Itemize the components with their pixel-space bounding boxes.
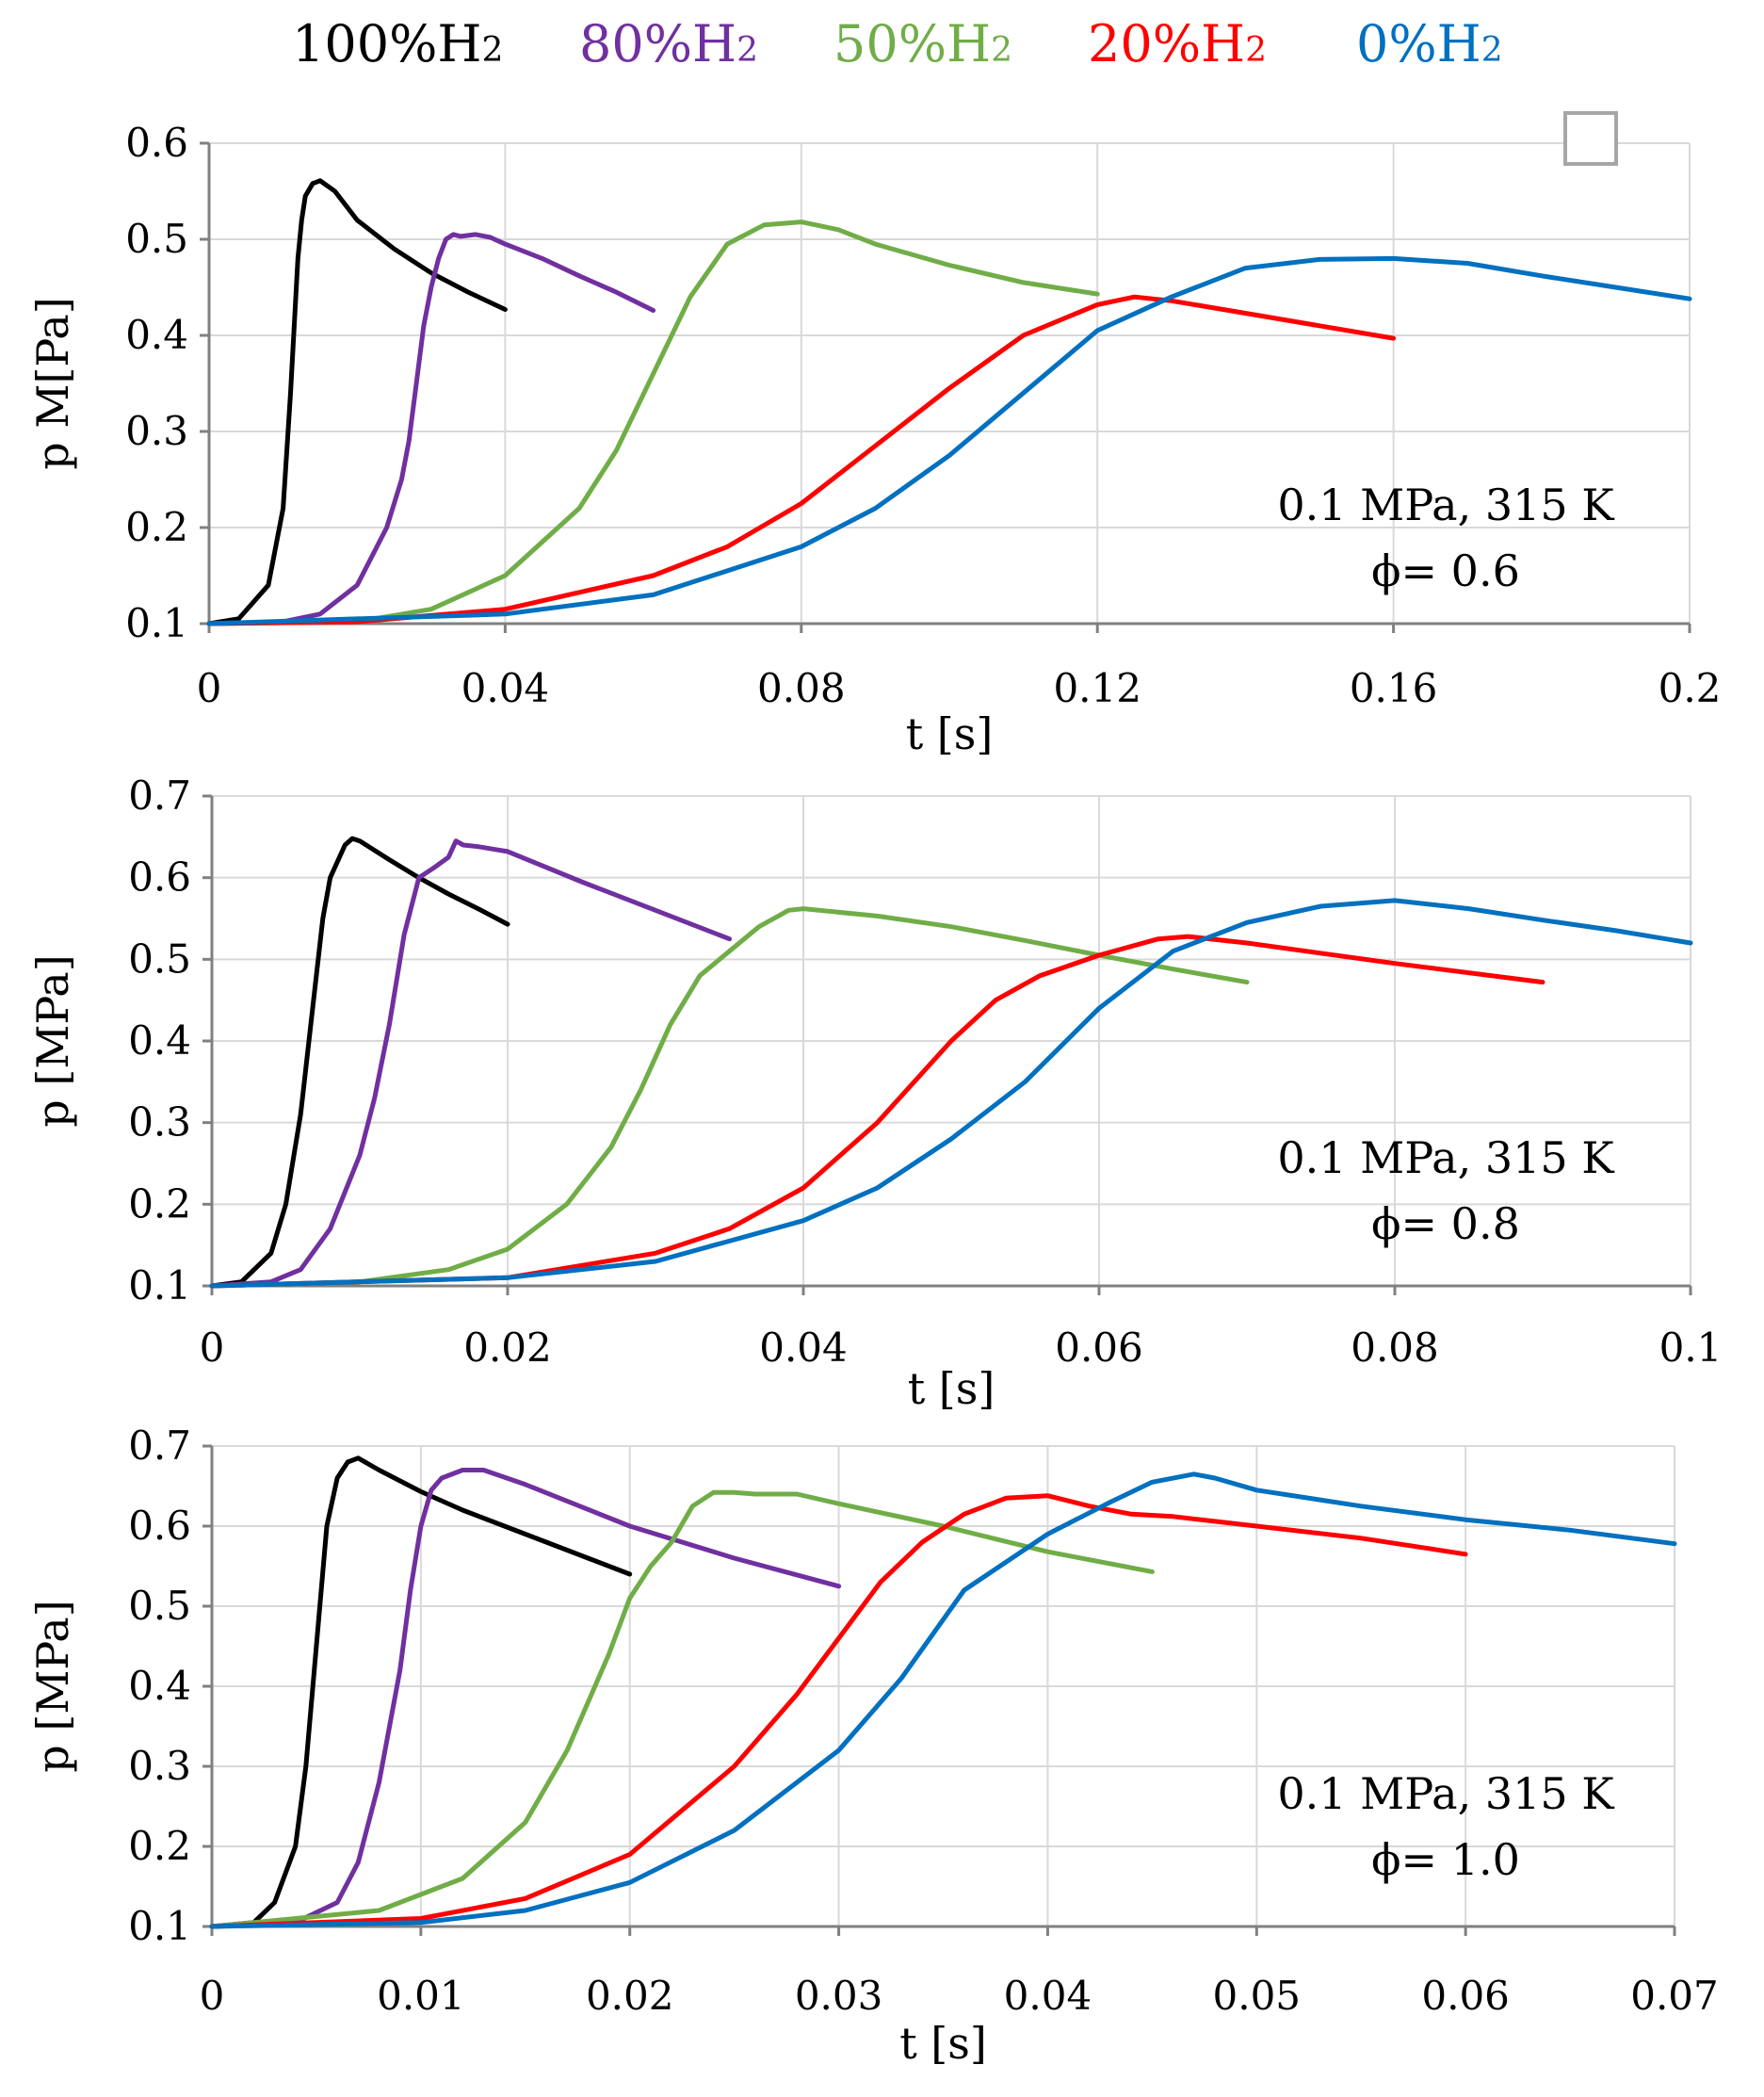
y-tick-label: 0.5 xyxy=(125,216,188,262)
legend-text-20-h2: 20%H xyxy=(1088,14,1246,73)
x-tick-label: 0.16 xyxy=(1350,665,1438,711)
legend-sub-0-h2: 2 xyxy=(1481,31,1503,70)
y-tick-label: 0.2 xyxy=(128,1823,191,1869)
x-tick-label: 0.04 xyxy=(461,665,550,711)
y-axis-label: p M[Pa] xyxy=(27,297,78,469)
phi-annotation: ϕ= 1.0 xyxy=(1371,1834,1520,1885)
x-axis-label: t [s] xyxy=(908,1363,995,1414)
series-line-50-h2 xyxy=(206,219,1100,626)
y-tick-label: 0.4 xyxy=(125,312,188,358)
y-tick-label: 0.7 xyxy=(128,772,191,819)
y-tick-label: 0.3 xyxy=(128,1099,191,1146)
legend-text-0-h2: 0%H xyxy=(1356,14,1481,73)
x-tick-label: 0.05 xyxy=(1213,1973,1302,2019)
series-line-100-h2 xyxy=(209,836,510,1289)
series-line-80-h2 xyxy=(206,232,656,626)
x-axis-label: t [s] xyxy=(899,2018,987,2069)
x-tick-label: 0.2 xyxy=(1659,665,1722,711)
y-tick-label: 0.2 xyxy=(125,504,188,550)
series-line-20-h2 xyxy=(209,1493,1468,1929)
x-axis-label: t [s] xyxy=(906,708,994,759)
panel-phi-0-6: 0.1 0.2 0.3 0.4 0.5 0.6 0 0.04 0.08 0.12 0.16 0.2 t … xyxy=(27,120,1721,759)
y-tick-label: 0.6 xyxy=(128,854,191,901)
x-tick-label: 0.12 xyxy=(1053,665,1141,711)
y-tick-label: 0.1 xyxy=(128,1903,191,1949)
y-axis-label: p [MPa] xyxy=(27,1600,78,1772)
legend-item-100-h2: 100%H2 xyxy=(292,11,503,84)
y-tick-label: 0.3 xyxy=(125,408,188,454)
x-tick-label: 0.07 xyxy=(1630,1973,1719,2019)
legend-sub-100-h2: 2 xyxy=(481,31,504,70)
condition-annotation: 0.1 MPa, 315 K xyxy=(1277,480,1615,530)
series-line-80-h2 xyxy=(209,838,732,1289)
legend-item-20-h2: 20%H2 xyxy=(1088,11,1267,84)
series-line-50-h2 xyxy=(209,1489,1155,1929)
phi-annotation: ϕ= 0.6 xyxy=(1371,545,1520,596)
series-line-20-h2 xyxy=(209,934,1546,1289)
checkbox-square xyxy=(1563,111,1618,166)
x-tick-label: 0.01 xyxy=(377,1973,465,2019)
legend: 100%H2 80%H2 50%H2 20%H2 0%H2 xyxy=(0,11,1764,77)
x-tick-label: 0.04 xyxy=(1004,1973,1092,2019)
panel-phi-0-8: 0.1 0.2 0.3 0.4 0.5 0.6 0.7 0 0.02 0.04 0.06 0.08 0.… xyxy=(27,772,1722,1414)
condition-annotation: 0.1 MPa, 315 K xyxy=(1277,1132,1615,1183)
legend-sub-20-h2: 2 xyxy=(1245,31,1268,70)
y-tick-label: 0.4 xyxy=(128,1663,191,1709)
x-tick-label: 0 xyxy=(200,1325,225,1371)
condition-annotation: 0.1 MPa, 315 K xyxy=(1277,1768,1615,1819)
series-line-50-h2 xyxy=(209,906,1250,1289)
phi-annotation: ϕ= 0.8 xyxy=(1371,1198,1520,1249)
x-tick-label: 0.06 xyxy=(1055,1325,1143,1371)
x-tick-label: 0.08 xyxy=(757,665,846,711)
y-tick-label: 0.2 xyxy=(128,1180,191,1227)
series-line-80-h2 xyxy=(209,1468,842,1929)
y-tick-label: 0.1 xyxy=(125,600,188,646)
series-line-100-h2 xyxy=(209,1455,633,1929)
legend-item-0-h2: 0%H2 xyxy=(1356,11,1503,84)
y-tick-label: 0.7 xyxy=(128,1422,191,1469)
y-tick-label: 0.6 xyxy=(128,1503,191,1549)
x-tick-label: 0.03 xyxy=(795,1973,883,2019)
y-tick-label: 0.6 xyxy=(125,120,188,166)
y-axis-label: p [MPa] xyxy=(27,954,78,1127)
x-tick-label: 0 xyxy=(197,665,222,711)
legend-item-80-h2: 80%H2 xyxy=(579,11,758,84)
x-tick-label: 0.1 xyxy=(1659,1325,1723,1371)
x-tick-label: 0.04 xyxy=(759,1325,848,1371)
x-tick-label: 0.06 xyxy=(1421,1973,1510,2019)
x-tick-label: 0 xyxy=(200,1973,225,2019)
legend-text-50-h2: 50%H xyxy=(833,14,992,73)
x-tick-label: 0.08 xyxy=(1351,1325,1439,1371)
x-tick-label: 0.02 xyxy=(586,1973,674,2019)
legend-item-50-h2: 50%H2 xyxy=(833,11,1012,84)
y-tick-label: 0.5 xyxy=(128,935,191,982)
series-line-0-h2 xyxy=(206,255,1692,626)
series-line-0-h2 xyxy=(209,1471,1677,1929)
legend-text-100-h2: 100%H xyxy=(292,14,482,73)
series-line-20-h2 xyxy=(206,294,1397,626)
legend-text-80-h2: 80%H xyxy=(579,14,737,73)
y-tick-label: 0.1 xyxy=(128,1262,191,1309)
y-tick-label: 0.4 xyxy=(128,1017,191,1064)
x-tick-label: 0.02 xyxy=(463,1325,552,1371)
legend-sub-50-h2: 2 xyxy=(991,31,1013,70)
legend-sub-80-h2: 2 xyxy=(736,31,759,70)
series-line-0-h2 xyxy=(209,898,1693,1289)
panel-phi-1-0: 0.1 0.2 0.3 0.4 0.5 0.6 0.7 0 0.01 0.02 0.03 0.04 0.… xyxy=(27,1422,1719,2069)
y-tick-label: 0.5 xyxy=(128,1583,191,1629)
y-tick-label: 0.3 xyxy=(128,1743,191,1789)
series-line-100-h2 xyxy=(206,178,508,626)
